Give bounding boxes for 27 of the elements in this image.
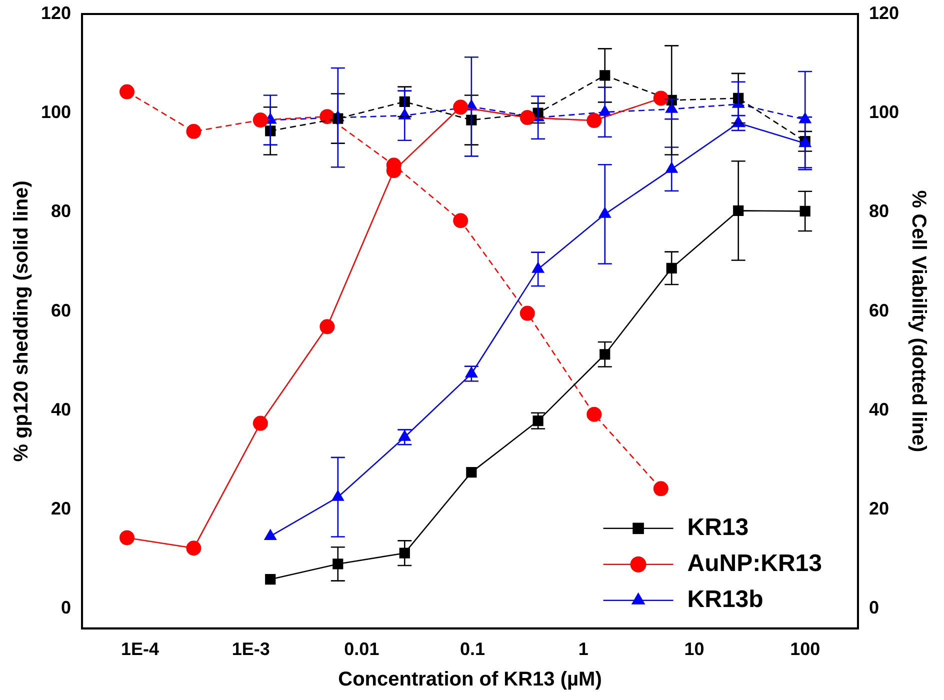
x-tick-label: 0.1 — [460, 639, 486, 660]
x-tick-label: 1 — [578, 639, 588, 660]
y2-tick-label: 0 — [868, 598, 879, 618]
legend-label: AuNP:KR13 — [687, 550, 822, 578]
y2-tick-label: 120 — [868, 2, 900, 23]
y-tick-label: 100 — [40, 102, 72, 122]
x-tick-label: 10 — [684, 639, 704, 660]
y-tick-label: 80 — [51, 201, 72, 222]
x-tick-label: 0.01 — [344, 639, 380, 660]
y-tick-label: 40 — [51, 399, 72, 420]
y-tick-label: 20 — [51, 498, 72, 518]
x-axis-title: Concentration of KR13 (µM) — [338, 668, 602, 691]
x-tick-label: 100 — [790, 639, 820, 660]
y-tick-label: 120 — [40, 2, 72, 23]
legend-label: KR13 — [687, 514, 749, 542]
y2-tick-label: 60 — [868, 300, 889, 320]
y-tick-label: 60 — [51, 300, 72, 320]
x-tick-label: 1E-4 — [120, 639, 160, 660]
y2-tick-label: 100 — [868, 102, 900, 122]
legend-label: KR13b — [687, 586, 764, 614]
x-tick-label: 1E-3 — [232, 639, 270, 660]
y2-tick-label: 40 — [868, 399, 889, 420]
y2-tick-label: 20 — [868, 498, 889, 518]
y-axis-title: % gp120 shedding (solid line) — [10, 180, 33, 462]
y2-axis-title: % Cell Viability (dotted line) — [907, 190, 930, 452]
y-tick-label: 0 — [61, 598, 72, 618]
y2-tick-label: 80 — [868, 201, 889, 222]
